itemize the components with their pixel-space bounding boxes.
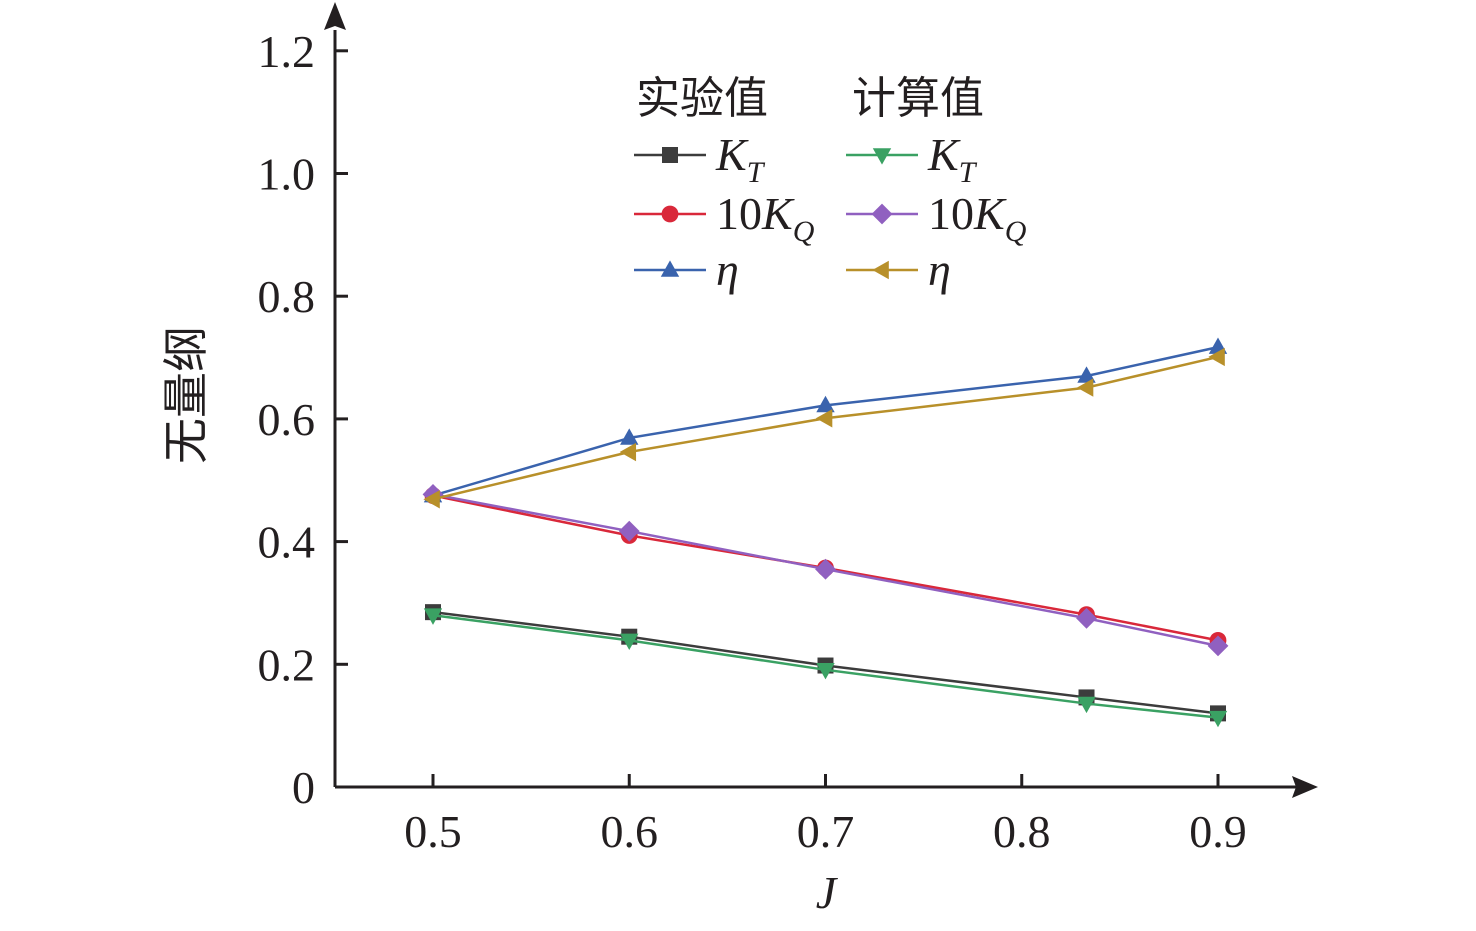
x-tick-label: 0.7 — [797, 806, 855, 857]
series-layer — [422, 337, 1229, 728]
legend-entry-4: 10KQ — [846, 188, 1027, 248]
legend-label: η — [928, 244, 951, 295]
marker-circle — [661, 205, 679, 223]
marker-triangle-left — [1208, 347, 1225, 367]
marker-triangle-left — [815, 409, 833, 428]
marker-diamond — [618, 520, 640, 542]
legend-label-symbol: K — [973, 188, 1007, 239]
x-tick-label: 0.5 — [404, 806, 462, 857]
legend-label-symbol: η — [928, 244, 951, 295]
series-line — [432, 355, 1219, 501]
y-axis-arrow — [324, 2, 346, 30]
legend-header-experiment: 实验值 — [636, 73, 768, 124]
marker-triangle-down — [620, 633, 639, 650]
legend-label-symbol: η — [716, 244, 739, 295]
marker-triangle-down — [1208, 710, 1228, 728]
x-tick-label: 0.6 — [601, 806, 659, 857]
marker-triangle-down — [816, 663, 835, 680]
marker-triangle-down — [872, 148, 892, 165]
y-tick-label: 0.4 — [258, 517, 316, 568]
x-tick-label: 0.9 — [1189, 806, 1247, 857]
marker-triangle-up — [816, 395, 835, 413]
legend-label: 10KQ — [716, 188, 815, 248]
legend-entry-5: η — [846, 244, 951, 295]
legend-label-coef: 10 — [928, 188, 974, 239]
y-axis-title: 无量纲 — [159, 326, 213, 464]
y-tick-label: 1.2 — [258, 26, 316, 77]
marker-diamond — [1076, 607, 1097, 629]
legend-entry-0: KT — [634, 129, 766, 189]
legend-entry-2: η — [634, 244, 739, 295]
x-axis-title: J — [816, 867, 839, 918]
marker-triangle-left — [1076, 378, 1094, 397]
legend-label: KT — [927, 129, 978, 189]
series-3 — [423, 608, 1228, 728]
marker-triangle-left — [619, 442, 637, 462]
y-tick-label: 1.0 — [258, 149, 316, 200]
legend-label-coef: 10 — [716, 188, 762, 239]
legend-entry-3: KT — [846, 129, 978, 189]
marker-triangle-up — [1077, 366, 1096, 383]
marker-diamond — [871, 203, 893, 225]
legend-label-subscript: T — [747, 156, 766, 189]
y-tick-label: 0.6 — [258, 394, 316, 445]
legend-label: η — [716, 244, 739, 295]
marker-square — [662, 147, 678, 163]
marker-diamond — [1207, 635, 1229, 657]
series-2 — [423, 337, 1228, 503]
series-5 — [423, 347, 1225, 509]
legend-label-subscript: Q — [1005, 215, 1027, 248]
legend-label: KT — [715, 129, 766, 189]
legend-entry-1: 10KQ — [634, 188, 815, 248]
legend-label-symbol: K — [761, 188, 795, 239]
legend-label: 10KQ — [928, 188, 1027, 248]
marker-triangle-down — [423, 608, 443, 625]
marker-triangle-down — [1077, 696, 1096, 714]
marker-triangle-up — [660, 260, 680, 277]
legend-label-symbol: K — [715, 129, 749, 180]
legend-header-calculated: 计算值 — [852, 73, 984, 124]
y-tick-label: 0.2 — [258, 639, 316, 690]
marker-diamond — [815, 558, 836, 580]
marker-triangle-left — [423, 490, 440, 509]
x-tick-label: 0.8 — [993, 806, 1051, 857]
y-tick-label: 0.8 — [258, 271, 316, 322]
legend-label-symbol: K — [927, 129, 961, 180]
y-tick-label: 0 — [292, 762, 315, 813]
legend-label-subscript: T — [959, 156, 978, 189]
legend-label-subscript: Q — [793, 215, 815, 248]
x-axis-arrow — [1292, 776, 1318, 798]
marker-triangle-left — [872, 260, 889, 280]
axes: 0.5 0.6 0.7 0.8 0.9 0 0.2 0.4 0.6 0.8 1.0 1.2 J 无量纲 — [159, 2, 1318, 918]
marker-triangle-up — [620, 428, 639, 445]
